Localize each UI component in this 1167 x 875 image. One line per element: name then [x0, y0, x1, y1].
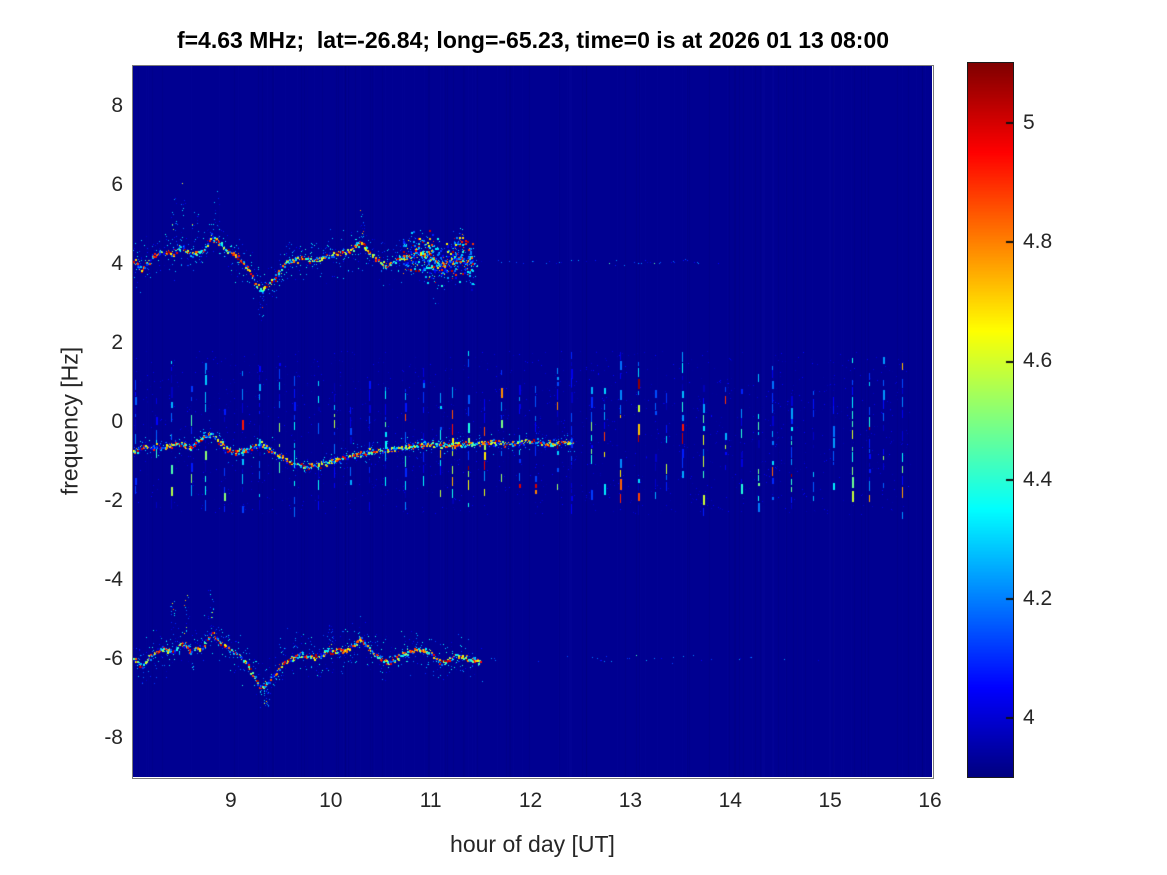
- spectrogram-heatmap: [133, 66, 932, 777]
- colorbar-tick-label: 4: [1023, 705, 1035, 729]
- x-tick-label: 9: [225, 789, 237, 812]
- colorbar: [968, 63, 1013, 777]
- x-tick-label: 11: [419, 789, 442, 812]
- y-tick-label: -8: [104, 725, 123, 749]
- x-tick-label: 16: [918, 789, 942, 812]
- colorbar-tick-label: 4.6: [1023, 348, 1053, 372]
- x-tick-label: 14: [718, 789, 742, 812]
- y-tick-label: 6: [111, 172, 123, 196]
- x-tick-label: 12: [518, 789, 543, 812]
- y-tick-label: 8: [111, 93, 123, 117]
- y-tick-label: -6: [104, 646, 123, 670]
- colorbar-tick-label: 4.8: [1023, 229, 1053, 253]
- x-axis-label: hour of day [UT]: [450, 831, 615, 857]
- colorbar-tick-label: 4.4: [1023, 467, 1053, 491]
- x-tick-label: 15: [818, 789, 842, 812]
- x-tick-label: 10: [319, 789, 343, 812]
- x-tick-label: 13: [618, 789, 643, 812]
- y-tick-label: 4: [111, 251, 123, 275]
- colorbar-tick-label: 5: [1023, 110, 1035, 134]
- y-tick-label: 2: [111, 330, 123, 354]
- y-tick-label: -4: [104, 567, 123, 591]
- y-tick-label: 0: [111, 409, 123, 433]
- y-tick-label: -2: [104, 488, 123, 512]
- plot-title: f=4.63 MHz; lat=-26.84; long=-65.23, tim…: [176, 27, 890, 53]
- colorbar-tick-label: 4.2: [1023, 586, 1053, 610]
